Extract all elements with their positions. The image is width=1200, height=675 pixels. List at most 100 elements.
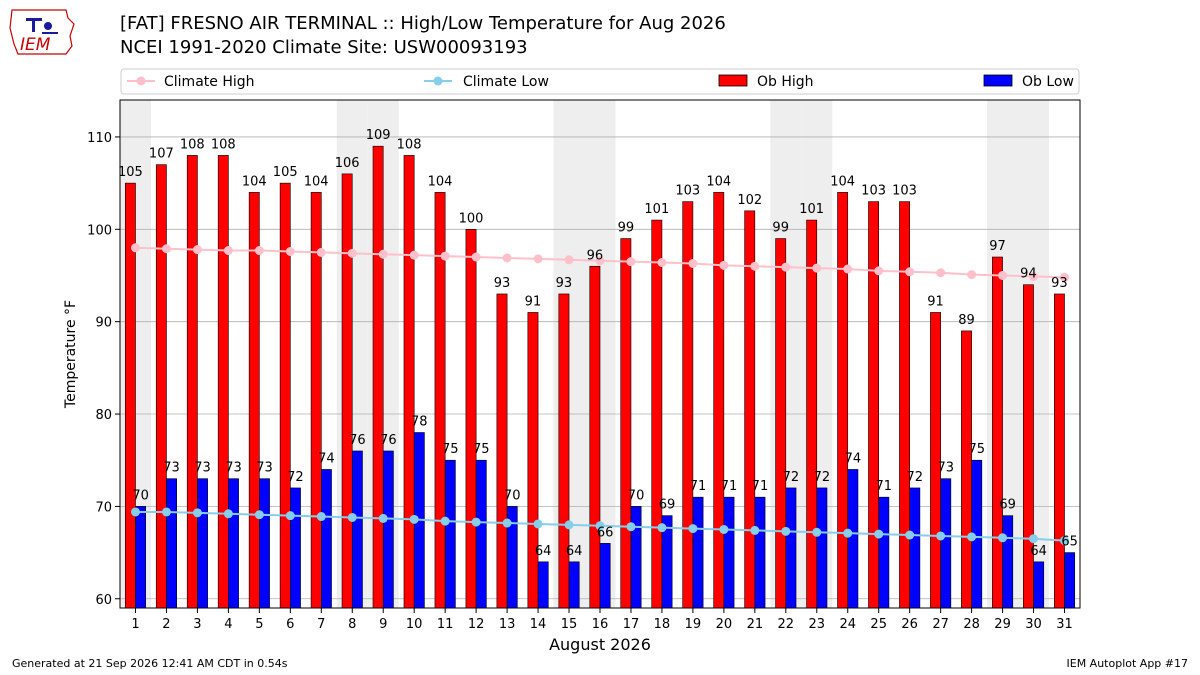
y-tick-label-100: 100 [87,223,112,238]
x-tick-label-31: 31 [1056,617,1073,632]
ob-low-bar-day-6 [290,487,301,609]
x-tick-label-7: 7 [317,617,325,632]
climate-high-point-day-16 [595,256,605,266]
climate-high-point-day-25 [874,266,884,276]
x-tick-label-17: 17 [623,617,640,632]
ob-high-bar-day-12 [465,229,477,609]
ob-high-label-day-29: 97 [989,239,1006,254]
ob-low-bar-day-29 [1002,515,1014,609]
climate-low-point-day-14 [533,519,543,529]
climate-high-point-day-21 [750,261,760,271]
ob-high-label-day-22: 99 [772,221,789,236]
climate-high-point-day-6 [285,246,295,256]
ob-high-bar-day-4 [217,155,229,609]
ob-low-bar-day-9 [382,450,394,609]
ob-low-label-day-29: 69 [999,498,1016,513]
legend-ob-high-label: Ob High [757,74,814,90]
ob-low-label-day-9: 76 [380,433,397,448]
legend-ob-high: Ob High [718,74,814,90]
legend-climate-low-label: Climate Low [463,74,549,90]
x-tick-label-20: 20 [716,617,733,632]
climate-high-point-day-26 [905,267,915,277]
ob-low-bar-day-2 [166,478,177,609]
ob-low-bar-day-12 [475,459,487,609]
climate-high-point-day-4 [223,246,233,256]
y-tick-label-90: 90 [95,316,112,331]
ob-high-bar-day-23 [806,219,818,609]
ob-high-bar-day-17 [620,238,632,609]
climate-low-point-day-1 [130,507,140,517]
ob-low-label-day-5: 73 [256,461,273,476]
ob-low-label-day-8: 76 [349,433,366,448]
climate-low-point-day-17 [626,522,636,532]
ob-high-bar-day-14 [527,312,539,609]
x-tick-label-10: 10 [406,617,423,632]
ob-low-label-day-24: 74 [845,451,862,466]
y-tick-label-110: 110 [87,131,112,146]
climate-high-point-day-24 [843,264,853,274]
climate-low-point-day-6 [285,511,295,521]
ob-high-label-day-11: 104 [428,174,453,189]
ob-low-bar-day-27 [940,478,952,609]
ob-low-label-day-14: 64 [535,544,552,559]
chart-title: [FAT] FRESNO AIR TERMINAL :: High/Low Te… [120,13,726,34]
generated-timestamp: Generated at 21 Sep 2026 12:41 AM CDT in… [12,657,288,670]
iem-logo: IEM [8,6,76,58]
climate-low-point-day-23 [812,527,822,537]
ob-low-bar-day-21 [754,496,766,609]
climate-high-point-day-2 [161,244,171,254]
x-tick-label-8: 8 [348,617,356,632]
x-tick-label-5: 5 [255,617,263,632]
climate-low-point-day-7 [316,512,326,522]
x-tick-label-2: 2 [162,617,170,632]
legend-climate-low: Climate Low [424,74,549,90]
x-tick-label-13: 13 [499,617,516,632]
climate-high-point-day-30 [1029,271,1039,281]
ob-low-label-day-26: 72 [907,470,924,485]
x-tick-label-27: 27 [932,617,949,632]
ob-low-bar-day-25 [878,496,890,609]
y-tick-label-70: 70 [95,500,112,515]
ob-high-label-day-25: 103 [861,184,886,199]
climate-high-point-day-12 [471,252,481,262]
ob-high-bar-day-26 [899,201,910,609]
climate-low-point-day-28 [967,532,977,542]
ob-high-label-day-15: 93 [556,276,573,291]
ob-high-bar-day-24 [837,192,849,609]
climate-high-point-day-18 [657,258,667,268]
climate-high-point-day-20 [719,260,729,270]
ob-high-label-day-13: 93 [494,276,511,291]
climate-high-point-day-17 [626,257,636,267]
climate-low-point-day-8 [347,512,357,522]
ob-high-bar-day-10 [403,155,415,609]
x-tick-label-12: 12 [468,617,485,632]
ob-low-bar-day-14 [537,561,549,609]
climate-high-point-day-22 [781,262,791,272]
climate-low-point-day-29 [998,533,1008,543]
x-tick-label-14: 14 [530,617,547,632]
ob-low-label-day-17: 70 [628,488,645,503]
ob-low-label-day-22: 72 [783,470,800,485]
app-credit: IEM Autoplot App #17 [1066,657,1189,670]
ob-high-bar-day-18 [651,219,663,609]
ob-high-label-day-30: 94 [1020,267,1037,282]
x-tick-label-3: 3 [193,617,201,632]
ob-low-bar-day-7 [320,469,332,609]
x-tick-label-30: 30 [1025,617,1042,632]
climate-low-point-day-4 [223,509,233,519]
ob-low-bar-day-17 [630,506,642,609]
climate-lines [130,243,1070,546]
ob-low-label-day-28: 75 [968,442,985,457]
x-tick-label-9: 9 [379,617,387,632]
ob-high-label-day-6: 105 [273,165,298,180]
ob-high-bar-day-15 [558,293,570,609]
x-tick-label-18: 18 [654,617,671,632]
ob-high-bar-day-13 [496,293,508,609]
climate-low-point-day-9 [378,513,388,523]
ob-low-label-day-25: 71 [876,479,893,494]
ob-low-label-day-20: 71 [721,479,738,494]
climate-low-point-day-26 [905,530,915,540]
ob-high-label-day-9: 109 [366,128,391,143]
climate-low-point-day-18 [657,523,667,533]
